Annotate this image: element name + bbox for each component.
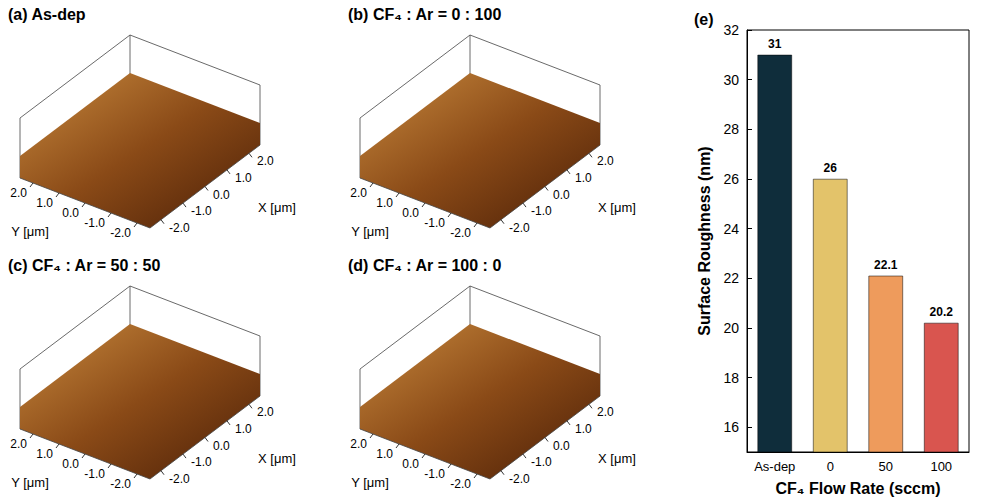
svg-text:-2.0: -2.0 [169,221,190,235]
svg-text:1.0: 1.0 [376,447,393,461]
svg-text:X [μm]: X [μm] [598,200,636,215]
svg-text:Y [μm]: Y [μm] [351,475,389,490]
svg-text:30: 30 [723,72,739,88]
svg-text:2.0: 2.0 [597,154,614,168]
svg-text:0.0: 0.0 [402,206,419,220]
svg-text:-2.0: -2.0 [450,477,471,491]
svg-text:1.0: 1.0 [575,422,592,436]
svg-text:-1.0: -1.0 [191,455,212,469]
svg-text:0.0: 0.0 [213,439,230,453]
svg-text:50: 50 [879,459,893,474]
svg-text:1.0: 1.0 [36,447,53,461]
svg-text:1.0: 1.0 [235,171,252,185]
svg-text:26: 26 [723,171,739,187]
svg-text:Surface Roughness (nm): Surface Roughness (nm) [696,146,713,335]
svg-text:26: 26 [824,161,838,175]
svg-text:-2.0: -2.0 [509,221,530,235]
svg-text:-1.0: -1.0 [84,216,105,230]
svg-text:2.0: 2.0 [257,405,274,419]
svg-text:(c) CF₄ : Ar = 50 : 50: (c) CF₄ : Ar = 50 : 50 [8,257,161,274]
svg-text:-1.0: -1.0 [531,455,552,469]
svg-text:-2.0: -2.0 [110,226,131,240]
svg-text:2.0: 2.0 [257,154,274,168]
svg-text:CF₄ Flow Rate (sccm): CF₄ Flow Rate (sccm) [776,480,941,497]
svg-text:Y [μm]: Y [μm] [11,224,49,239]
svg-text:-2.0: -2.0 [169,472,190,486]
svg-text:32: 32 [723,22,739,38]
svg-text:1.0: 1.0 [36,196,53,210]
svg-text:-1.0: -1.0 [191,204,212,218]
svg-text:20: 20 [723,320,739,336]
svg-text:1.0: 1.0 [376,196,393,210]
svg-text:2.0: 2.0 [597,405,614,419]
svg-text:-1.0: -1.0 [531,204,552,218]
svg-text:28: 28 [723,121,739,137]
svg-text:0.0: 0.0 [402,457,419,471]
svg-text:18: 18 [723,370,739,386]
svg-text:-1.0: -1.0 [424,467,445,481]
svg-text:X [μm]: X [μm] [258,451,296,466]
svg-text:Y [μm]: Y [μm] [351,224,389,239]
svg-text:X [μm]: X [μm] [598,451,636,466]
svg-text:0.0: 0.0 [213,188,230,202]
svg-text:16: 16 [723,419,739,435]
svg-text:24: 24 [723,221,739,237]
svg-text:(b) CF₄ : Ar = 0 : 100: (b) CF₄ : Ar = 0 : 100 [348,6,501,23]
svg-text:22.1: 22.1 [874,258,898,272]
svg-text:X [μm]: X [μm] [258,200,296,215]
svg-text:0.0: 0.0 [553,439,570,453]
svg-text:31: 31 [768,37,782,51]
svg-text:2.0: 2.0 [350,437,367,451]
svg-text:Y [μm]: Y [μm] [11,475,49,490]
svg-text:1.0: 1.0 [235,422,252,436]
svg-text:0.0: 0.0 [62,206,79,220]
svg-text:(d) CF₄ : Ar = 100 : 0: (d) CF₄ : Ar = 100 : 0 [348,257,501,274]
svg-text:1.0: 1.0 [575,171,592,185]
svg-text:0.0: 0.0 [62,457,79,471]
svg-text:-1.0: -1.0 [84,467,105,481]
svg-text:22: 22 [723,270,739,286]
svg-text:-2.0: -2.0 [509,472,530,486]
svg-text:20.2: 20.2 [930,305,954,319]
svg-text:-1.0: -1.0 [424,216,445,230]
svg-text:As-dep: As-dep [754,459,795,474]
svg-text:(a) As-dep: (a) As-dep [8,6,86,23]
svg-text:2.0: 2.0 [350,186,367,200]
svg-text:2.0: 2.0 [10,186,27,200]
svg-text:0.0: 0.0 [553,188,570,202]
svg-text:100: 100 [930,459,952,474]
svg-text:0: 0 [827,459,834,474]
svg-text:(e): (e) [694,11,714,28]
svg-text:-2.0: -2.0 [110,477,131,491]
svg-text:-2.0: -2.0 [450,226,471,240]
svg-text:2.0: 2.0 [10,437,27,451]
